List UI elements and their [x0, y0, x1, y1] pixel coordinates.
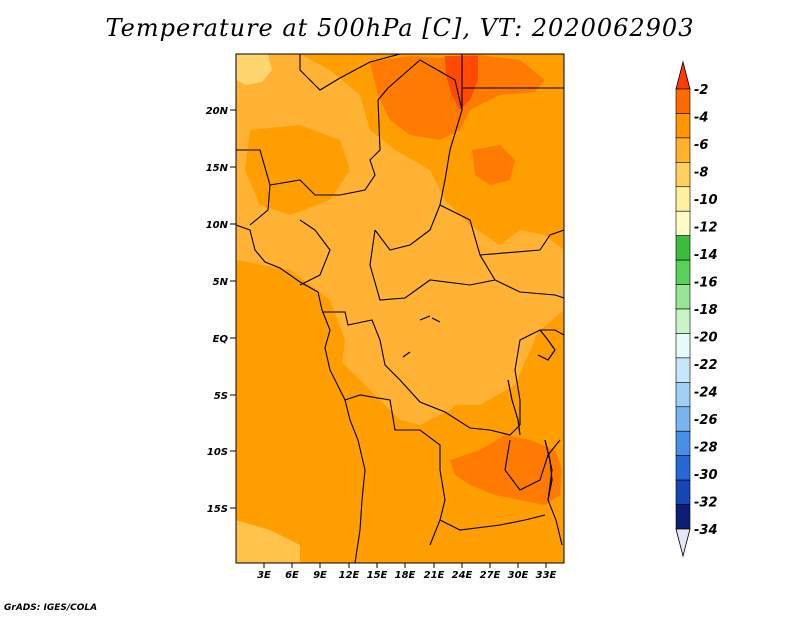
legend-label: -14 [694, 248, 718, 263]
lat-label: 20N [206, 106, 229, 117]
legend-label: -2 [694, 83, 708, 98]
legend-label: -4 [694, 111, 708, 126]
lon-label: 21E [424, 570, 445, 581]
legend-label: -6 [694, 138, 708, 153]
legend-label: -28 [694, 441, 718, 456]
map-title: Temperature at 500hPa [C], VT: 202006290… [105, 14, 695, 42]
region-minus6-east [450, 70, 564, 230]
lon-label: 30E [508, 570, 529, 581]
coastline [236, 224, 366, 563]
legend-swatch [675, 357, 691, 383]
legend-label: -34 [694, 523, 718, 538]
legend-swatch [675, 308, 691, 334]
lon-label: 3E [257, 570, 271, 581]
legend-swatch [675, 235, 691, 261]
lon-label: 6E [285, 570, 299, 581]
legend-top-arrow [675, 60, 691, 90]
legend-swatch [675, 479, 691, 505]
legend-bottom-arrow [675, 528, 691, 558]
region-minus4-south [450, 435, 562, 505]
lon-label: 24E [452, 570, 473, 581]
region-minus4-east [472, 145, 515, 185]
lon-label: 9E [313, 570, 327, 581]
region-minus8-sahel [285, 70, 345, 120]
legend-swatch [675, 186, 691, 212]
legend-swatch [675, 333, 691, 359]
legend-swatch [675, 430, 691, 456]
legend-label: -30 [694, 468, 718, 483]
lon-label: 27E [480, 570, 501, 581]
region-minus10-nw [236, 54, 272, 85]
region-minus10-sw [236, 520, 300, 563]
lat-label: 10N [206, 220, 229, 231]
legend-swatch [675, 162, 691, 188]
lat-label: 10S [207, 447, 228, 458]
lon-label: 15E [367, 570, 388, 581]
legend-label: -26 [694, 413, 718, 428]
legend-label: -20 [694, 331, 718, 346]
legend-swatch [675, 137, 691, 163]
region-minus6-mid [245, 125, 350, 215]
lat-label: 15N [206, 163, 229, 174]
legend-swatches [675, 88, 691, 530]
color-legend: -2 -4 -6 -8 -10 -12 -14 -16 -18 -20 -22 -24 -26 -28 -3… [675, 60, 718, 558]
legend-swatch [675, 382, 691, 408]
lon-label: 33E [536, 570, 557, 581]
lat-label: 5S [214, 391, 228, 402]
credit-text: GrADS: IGES/COLA [4, 603, 98, 613]
legend-label: -10 [694, 193, 718, 208]
legend-label: -32 [694, 496, 718, 511]
lat-label: 15S [207, 504, 228, 515]
legend-swatch [675, 284, 691, 310]
legend-label: -12 [694, 221, 718, 236]
legend-swatch [675, 88, 691, 114]
temperature-field [236, 54, 564, 563]
lat-label: EQ [213, 334, 229, 345]
legend-label: -24 [694, 386, 718, 401]
legend-label: -22 [694, 358, 718, 373]
legend-swatch [675, 210, 691, 236]
lon-label: 12E [339, 570, 360, 581]
longitude-axis: 3E 6E 9E 12E 15E 18E 21E 24E 27E 30E 33E [257, 563, 557, 581]
legend-label: -16 [694, 276, 718, 291]
legend-swatch [675, 259, 691, 285]
legend-swatch [675, 406, 691, 432]
legend-label: -8 [694, 166, 708, 181]
lon-label: 18E [395, 570, 416, 581]
legend-swatch [675, 504, 691, 530]
lakes [402, 315, 556, 501]
lat-label: 5N [213, 277, 229, 288]
latitude-axis: 20N 15N 10N 5N EQ 5S 10S 15S [206, 106, 236, 515]
legend-swatch [675, 455, 691, 481]
legend-swatch [675, 113, 691, 139]
map-frame [235, 53, 565, 564]
region-minus6-west [236, 260, 500, 563]
legend-labels: -2 -4 -6 -8 -10 -12 -14 -16 -18 -20 -22 -24 -26 -28 -3… [694, 83, 718, 538]
legend-label: -18 [694, 303, 718, 318]
